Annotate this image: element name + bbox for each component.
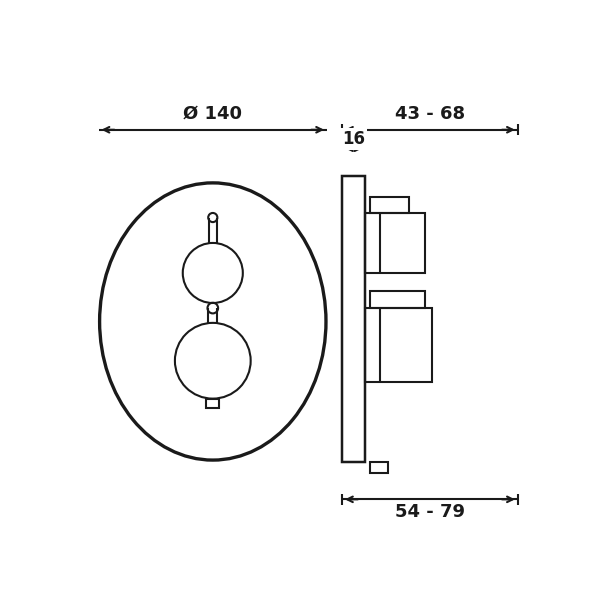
Bar (365, 308, 432, 382)
Bar (206, 398, 219, 408)
Text: 43 - 68: 43 - 68 (395, 104, 465, 122)
Bar (370, 292, 425, 308)
Bar (365, 213, 425, 273)
Bar (370, 463, 388, 473)
Bar (370, 197, 409, 213)
Bar (342, 176, 365, 463)
Text: 16: 16 (342, 130, 365, 148)
Text: 54 - 79: 54 - 79 (395, 503, 465, 521)
Text: Ø 140: Ø 140 (183, 104, 242, 122)
